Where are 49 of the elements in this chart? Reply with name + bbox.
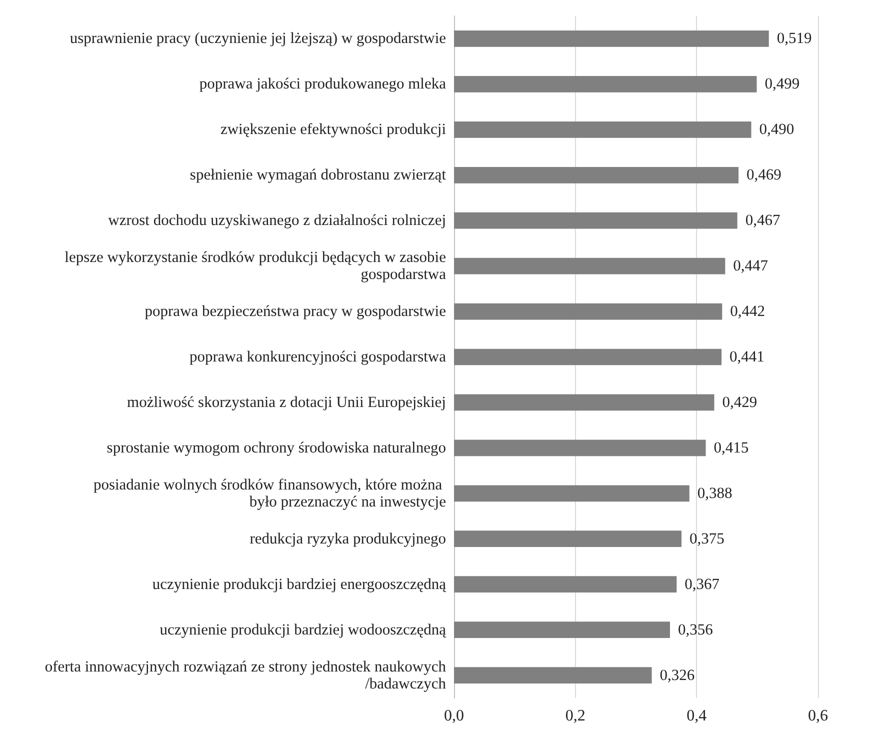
data-label: 0,375 (690, 530, 725, 548)
data-label: 0,499 (764, 76, 800, 93)
data-label: 0,467 (745, 212, 780, 230)
data-label: 0,415 (714, 439, 749, 456)
bar (454, 258, 726, 274)
x-tick-label: 0,6 (808, 708, 828, 724)
y-tick-label: oferta innowacyjnych rozwiązań ze strony jednostek naukowych/badawczych (44, 658, 446, 692)
x-tick-label: 0,0 (444, 708, 464, 724)
bar (454, 30, 769, 47)
data-label: 0,429 (722, 394, 758, 411)
y-tick-label: posiadanie wolnych środków finansowych, które można było przeznaczyć na inwestycje (93, 476, 446, 510)
y-tick-label: zwiększenie efektywności produkcji (220, 121, 447, 138)
bar (454, 485, 690, 502)
y-tick-label: poprawa jakości produkowanego mleka (199, 76, 446, 93)
y-tick-label: sprostanie wymogom ochrony środowiska naturalnego (106, 439, 446, 456)
bar (454, 303, 722, 320)
bar (454, 394, 714, 411)
y-tick-label: usprawnienie pracy (uczynienie jej lżejszą) w gospodarstwie (70, 30, 446, 48)
data-label: 0,442 (730, 303, 766, 320)
bar (454, 348, 722, 366)
data-label: 0,447 (733, 258, 768, 275)
x-tick-label: 0,4 (686, 708, 707, 724)
data-label: 0,388 (697, 484, 733, 502)
data-label: 0,356 (678, 621, 714, 638)
bar (454, 440, 706, 456)
y-tick-label: redukcja ryzyka produkcyjnego (250, 530, 446, 548)
y-tick-label: spełnienie wymagań dobrostanu zwierząt (190, 166, 447, 184)
bar (454, 530, 682, 548)
y-tick-label: uczynienie produkcji bardziej energooszczędną (152, 576, 448, 593)
data-label: 0,519 (776, 30, 812, 48)
y-tick-label: możliwość skorzystania z dotacji Unii Europejskiej (127, 394, 446, 411)
bar (454, 212, 738, 229)
x-tick-label: 0,2 (565, 708, 586, 724)
data-label: 0,367 (684, 576, 720, 593)
data-label: 0,326 (660, 666, 695, 684)
bar (454, 76, 757, 92)
data-label: 0,469 (746, 166, 782, 184)
y-tick-label: poprawa konkurencyjności gospodarstwa (189, 348, 446, 366)
bar (454, 121, 752, 138)
data-label: 0,490 (759, 121, 794, 138)
bar (454, 622, 670, 638)
bar (454, 576, 677, 593)
y-tick-label: wzrost dochodu uzyskiwanego z działalności rolniczej (108, 212, 446, 230)
bar (454, 667, 652, 684)
y-tick-label: uczynienie produkcji bardziej wodooszczędną (160, 621, 448, 638)
y-tick-label: lepsze wykorzystanie środków produkcji będących w zasobie gospodarstwa (64, 249, 446, 284)
data-label: 0,441 (730, 348, 764, 366)
bar (454, 166, 739, 184)
y-tick-label: poprawa bezpieczeństwa pracy w gospodarstwie (144, 303, 446, 320)
